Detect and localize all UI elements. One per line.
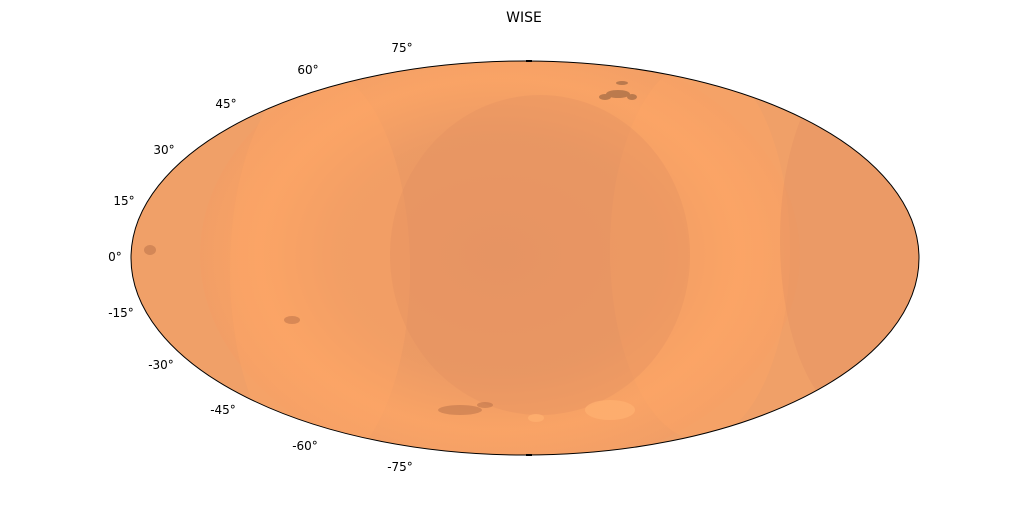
lat-label-75: 75°: [391, 41, 412, 55]
lat-label-45: 45°: [215, 97, 236, 111]
dust-patch-west: [144, 245, 300, 324]
map-title: WISE: [506, 10, 542, 26]
lat-label-minus-15: -15°: [108, 306, 134, 320]
lat-label-minus-45: -45°: [210, 403, 236, 417]
lat-label-minus-75: -75°: [387, 460, 413, 474]
lat-label-minus-60: -60°: [292, 439, 318, 453]
lat-label-0: 0°: [108, 250, 122, 264]
dust-patch-south: [438, 402, 493, 415]
bright-band-right: [610, 61, 790, 440]
lat-label-minus-30: -30°: [148, 358, 174, 372]
sky-map-body: [131, 61, 919, 455]
dust-patch-north: [599, 81, 637, 100]
bright-spots-south: [528, 400, 635, 422]
latitude-labels: 75° 60° 45° 30° 15° 0° -15° -30° -45° -6…: [108, 41, 413, 474]
lat-label-30: 30°: [153, 143, 174, 157]
dark-core: [390, 95, 690, 415]
map-glow: [200, 61, 800, 455]
dark-right-edge: [780, 61, 919, 420]
lat-label-60: 60°: [297, 63, 318, 77]
bright-band-left: [230, 70, 410, 455]
lat-label-15: 15°: [113, 194, 134, 208]
map-outline: [130, 60, 920, 456]
